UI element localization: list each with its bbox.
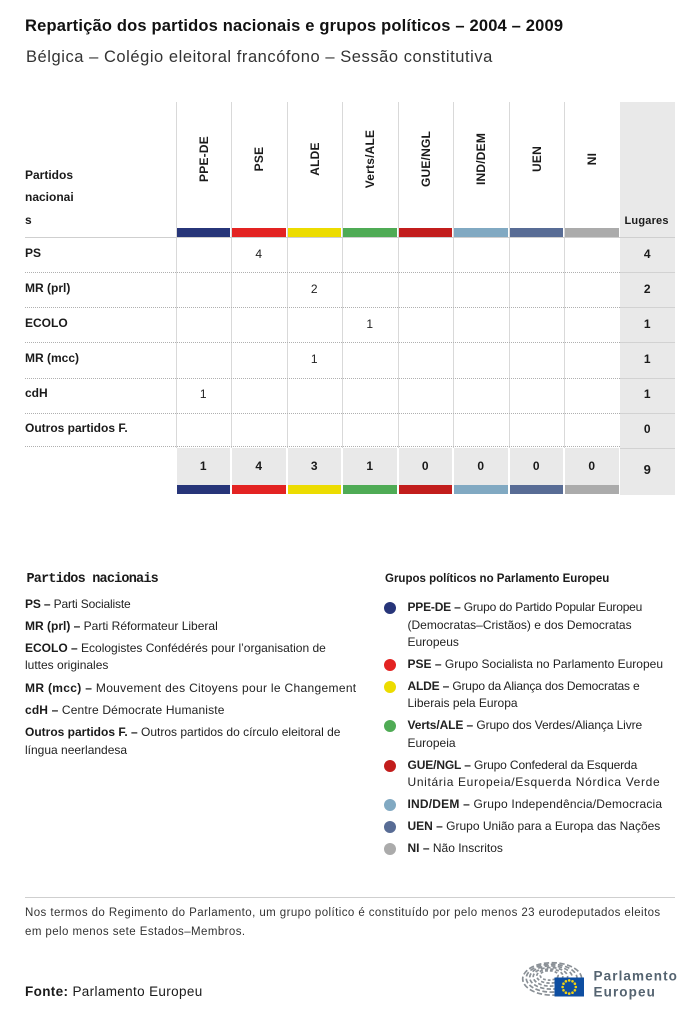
svg-text:Parlamento: Parlamento bbox=[594, 969, 679, 984]
svg-text:Europeu: Europeu bbox=[594, 985, 656, 1000]
